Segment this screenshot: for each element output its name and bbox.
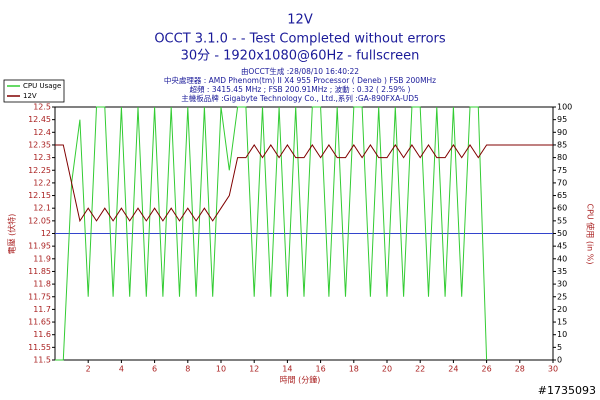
x-tick-label: 10 (216, 365, 226, 374)
x-tick-label: 30 (548, 365, 558, 374)
y-tick-label: 11.65 (28, 318, 51, 327)
y-tick-label: 11.95 (28, 242, 51, 251)
y2-tick-label: 40 (557, 254, 567, 263)
y2-tick-label: 35 (557, 267, 567, 276)
y2-tick-label: 60 (557, 204, 567, 213)
y2-tick-label: 45 (557, 242, 567, 251)
y2-tick-label: 30 (557, 280, 567, 289)
y-tick-label: 12.3 (33, 153, 51, 162)
y-tick-label: 12 (41, 229, 51, 238)
y-tick-label: 11.9 (33, 254, 51, 263)
x-tick-label: 18 (349, 365, 359, 374)
y2-tick-label: 20 (557, 305, 567, 314)
legend-label: CPU Usage (23, 82, 61, 90)
chart-subtitle: 30分 - 1920x1080@60Hz - fullscreen (181, 49, 420, 64)
y2-tick-label: 80 (557, 153, 567, 162)
y-tick-label: 11.85 (28, 267, 51, 276)
info-line: 主機板品牌 :Gigabyte Technology Co., Ltd.,系列 … (181, 93, 419, 103)
x-tick-label: 28 (515, 365, 525, 374)
series-line (55, 144, 553, 223)
y2-tick-label: 10 (557, 330, 567, 339)
y2-tick-label: 95 (557, 115, 567, 124)
y-tick-label: 12.15 (28, 191, 51, 200)
y-tick-label: 12.1 (33, 204, 51, 213)
y2-tick-label: 75 (557, 166, 567, 175)
y2-tick-label: 15 (557, 318, 567, 327)
y-tick-label: 11.5 (33, 356, 51, 365)
y-tick-label: 11.75 (28, 292, 51, 301)
x-tick-label: 24 (448, 365, 458, 374)
x-tick-label: 26 (482, 365, 492, 374)
x-tick-label: 20 (382, 365, 392, 374)
info-line: 超頻 : 3415.45 MHz ; FSB 200.91MHz ; 波動 : … (190, 84, 411, 94)
legend-label: 12V (23, 92, 37, 100)
y-tick-label: 11.7 (33, 305, 51, 314)
y2-tick-label: 0 (557, 356, 562, 365)
x-tick-label: 4 (119, 365, 124, 374)
y2-tick-label: 65 (557, 191, 567, 200)
y2-tick-label: 50 (557, 229, 567, 238)
watermark: #1735093 (538, 384, 596, 397)
y-axis-title: 電壓 (伏特) (7, 214, 17, 255)
series-line (55, 106, 488, 361)
y2-tick-label: 100 (557, 103, 572, 112)
x-tick-label: 14 (282, 365, 292, 374)
y2-tick-label: 25 (557, 292, 567, 301)
y2-tick-label: 70 (557, 178, 567, 187)
y-tick-label: 12.35 (28, 140, 51, 149)
y2-tick-label: 90 (557, 128, 567, 137)
y-tick-label: 12.2 (33, 178, 51, 187)
x-tick-label: 8 (185, 365, 190, 374)
info-line: 中央處理器 : AMD Phenom(tm) II X4 955 Process… (164, 75, 436, 85)
y2-axis-title: CPU 使用 (in %) (586, 203, 596, 264)
y-tick-label: 12.25 (28, 166, 51, 175)
y-tick-label: 12.05 (28, 216, 51, 225)
x-tick-label: 6 (152, 365, 157, 374)
y-tick-label: 12.45 (28, 115, 51, 124)
y-tick-label: 12.5 (33, 103, 51, 112)
y2-tick-label: 5 (557, 343, 562, 352)
y-tick-label: 12.4 (33, 128, 51, 137)
y2-tick-label: 85 (557, 140, 567, 149)
x-tick-label: 12 (249, 365, 259, 374)
chart-title: 12V (287, 13, 313, 28)
y-tick-label: 11.8 (33, 280, 51, 289)
info-line: 由OCCT生成 :28/08/10 16:40:22 (241, 66, 359, 76)
y-tick-label: 11.6 (33, 330, 51, 339)
y2-tick-label: 55 (557, 216, 567, 225)
y-tick-label: 11.55 (28, 343, 51, 352)
chart-subtitle: OCCT 3.1.0 - - Test Completed without er… (154, 32, 446, 47)
x-tick-label: 2 (86, 365, 91, 374)
x-tick-label: 22 (415, 365, 425, 374)
x-axis-title: 時間 (分鐘) (280, 375, 321, 385)
x-tick-label: 16 (316, 365, 326, 374)
